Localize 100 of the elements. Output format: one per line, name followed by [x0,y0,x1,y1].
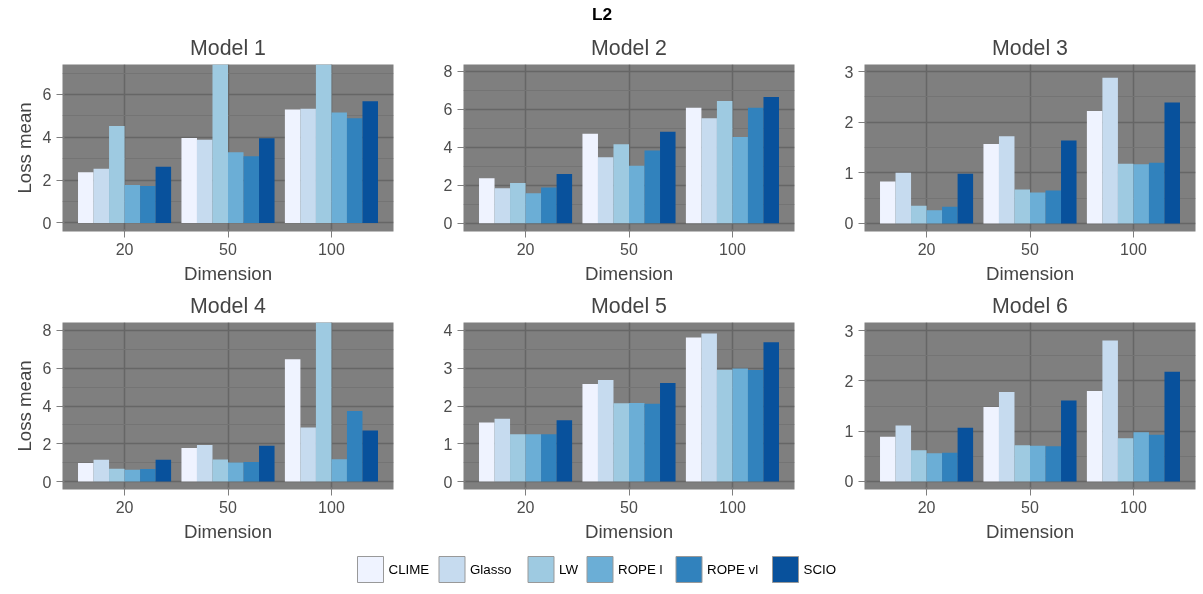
bar [701,333,717,482]
bar [1148,162,1165,224]
bar [525,434,542,482]
bar [284,109,301,223]
bar [1102,77,1118,224]
text: L2 [591,4,613,25]
bar [660,382,676,482]
bar [362,430,378,482]
bar [93,168,110,223]
x-tick-label: 100 [719,498,746,516]
y-axis-title: Loss mean [13,360,35,452]
y-tick-label: 2 [844,114,854,132]
bar [582,384,598,482]
bar [1045,190,1062,224]
bar [228,462,244,482]
bar [479,178,495,224]
bar [155,166,172,223]
bar [124,469,141,482]
x-tick-label: 20 [516,240,535,258]
bar [510,434,526,482]
x-tick-label: 100 [1120,498,1147,516]
chart-title: Model 2 [591,35,667,60]
bar [212,459,228,482]
x-tick-label: 100 [318,240,345,258]
bar [998,136,1015,224]
y-tick-label: 8 [443,63,453,81]
y-tick-label: 4 [443,322,453,340]
y-tick-label: 6 [42,360,52,378]
bar [1102,340,1118,482]
bar [541,187,557,224]
bar [895,425,912,482]
bar [597,379,614,482]
bar [181,137,197,223]
legend-label: LW [559,562,579,577]
x-axis-title: Dimension [584,262,674,284]
bar [716,101,733,224]
bar [911,450,927,482]
bar [983,143,999,224]
legend-label: SCIO [803,562,837,577]
bar [1133,432,1149,482]
chart-title: Model 1 [190,35,266,60]
bar [124,185,141,223]
y-tick-label: 6 [42,86,52,104]
y-tick-label: 3 [844,63,854,81]
y-tick-label: 2 [443,398,453,415]
y-tick-label: 0 [844,215,854,233]
bar [685,337,702,482]
bar [259,445,275,482]
bar [362,101,378,223]
y-tick-label: 4 [443,139,453,157]
bar [1086,111,1103,224]
bar [181,447,197,482]
y-tick-label: 1 [443,435,453,453]
y-tick-label: 0 [42,473,52,491]
bar [926,453,943,482]
x-tick-label: 50 [620,240,638,258]
y-tick-label: 2 [42,435,52,453]
x-tick-label: 20 [115,498,134,516]
bar [346,118,363,223]
y-tick-label: 0 [844,473,854,491]
y-tick-label: 0 [42,214,52,232]
y-tick-label: 3 [443,360,453,378]
x-tick-label: 50 [620,498,638,516]
chart-title: Model 6 [992,293,1068,318]
y-tick-label: 2 [42,172,52,190]
bar [109,468,125,482]
bar [315,64,332,223]
legend-label: ROPE l [618,562,663,577]
x-tick-label: 100 [318,498,345,516]
bar [140,185,156,223]
bar [911,205,927,224]
bar [1030,445,1046,482]
bar [660,131,676,224]
y-axis-title: Loss mean [13,102,35,194]
bar [1148,434,1165,482]
bar [228,152,244,223]
bar [613,144,629,224]
bar [525,193,542,224]
bar [315,322,332,482]
x-axis-title: Dimension [985,262,1075,284]
x-axis-title: Dimension [584,520,674,542]
bar [556,420,573,482]
bar [78,463,94,482]
y-tick-label: 4 [42,398,52,415]
bar [582,133,598,224]
y-tick-label: 4 [42,129,52,147]
x-tick-label: 50 [219,240,237,258]
bar [747,107,764,224]
bar [895,172,912,224]
bar [541,434,557,482]
y-tick-label: 2 [844,372,854,390]
bar [243,156,260,223]
bar [880,181,896,224]
bar [1164,102,1180,224]
y-tick-label: 0 [443,215,453,233]
bar [942,206,958,224]
bar [763,97,779,224]
bar [983,407,999,482]
bar [1061,400,1077,482]
bar [78,172,94,223]
